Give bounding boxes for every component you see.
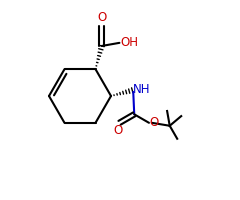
Text: O: O bbox=[97, 11, 106, 24]
Text: OH: OH bbox=[120, 36, 138, 49]
Text: O: O bbox=[114, 124, 123, 137]
Text: O: O bbox=[150, 116, 159, 129]
Text: NH: NH bbox=[133, 83, 150, 96]
